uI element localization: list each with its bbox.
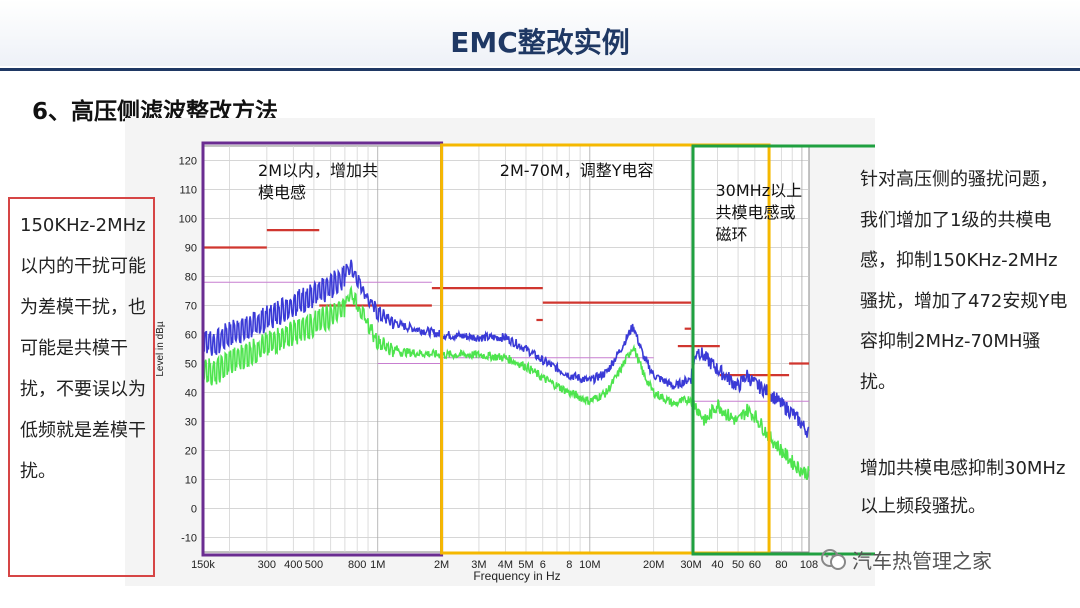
emc-spectrum-plot: 2M以内，增加共 模电感 2M-70M，调整Y电容 30MHz以上 共模电感或磁环 -1… xyxy=(125,118,875,586)
y-axis-label: Level in dBµ xyxy=(155,321,166,376)
wechat-icon xyxy=(818,547,848,578)
y-tick-label: 20 xyxy=(185,446,197,458)
x-tick-label: 300 xyxy=(258,559,276,571)
x-tick-label: 800 xyxy=(348,559,366,571)
y-tick-label: 90 xyxy=(185,243,197,255)
y-tick-label: 40 xyxy=(185,388,197,400)
x-axis-ticks: 150k 300 400 500 800 1M 2M 3M 4M 5M 6 8 10M 20M 30M 40 5… xyxy=(191,559,818,571)
x-tick-label: 150k xyxy=(191,559,215,571)
y-tick-label: 0 xyxy=(191,504,197,516)
y-axis-ticks: -10 0 10 20 30 40 50 60 70 80 90 100 110 120 xyxy=(179,156,197,545)
band-box-label: 共模电感或 xyxy=(716,203,796,222)
plot-background xyxy=(202,145,810,553)
x-tick-label: 1M xyxy=(370,559,385,571)
band-box-2 xyxy=(440,143,771,555)
x-tick-label: 80 xyxy=(775,559,787,571)
x-tick-label: 8 xyxy=(566,559,572,571)
y-tick-label: 100 xyxy=(179,214,197,226)
x-tick-label: 2M xyxy=(434,559,449,571)
x-tick-label: 6 xyxy=(540,559,546,571)
x-tick-label: 500 xyxy=(305,559,323,571)
y-tick-label: 60 xyxy=(185,330,197,342)
left-note-box: 150KHz-2MHz以内的干扰可能为差模干扰，也可能是共模干扰，不要误以为低频… xyxy=(8,197,155,577)
y-tick-label: 110 xyxy=(179,185,197,197)
band-box-label: 磁环 xyxy=(716,225,748,244)
watermark: 汽车热管理之家 xyxy=(818,545,992,578)
x-tick-label: 20M xyxy=(643,559,664,571)
band-box-label: 2M-70M，调整Y电容 xyxy=(500,161,654,180)
title-divider xyxy=(0,68,1080,71)
series-traces xyxy=(202,259,810,481)
right-note-2: 增加共模电感抑制30MHz以上频段骚扰。 xyxy=(860,458,1066,517)
x-tick-label: 5M xyxy=(518,559,533,571)
trace-before xyxy=(202,259,810,438)
x-tick-label: 400 xyxy=(284,559,302,571)
x-tick-label: 4M xyxy=(498,559,513,571)
y-tick-label: 80 xyxy=(185,272,197,284)
x-tick-label: 50 xyxy=(732,559,744,571)
left-note-text: 150KHz-2MHz以内的干扰可能为差模干扰，也可能是共模干扰，不要误以为低频… xyxy=(20,215,146,482)
y-tick-label: -10 xyxy=(181,533,197,545)
x-tick-label: 10M xyxy=(579,559,600,571)
y-tick-label: 120 xyxy=(179,156,197,168)
band-box-label: 30MHz以上 xyxy=(716,181,803,200)
x-tick-label: 30M xyxy=(680,559,701,571)
y-tick-label: 50 xyxy=(185,359,197,371)
x-tick-label: 108 xyxy=(800,559,818,571)
band-box-label: 模电感 xyxy=(258,183,306,202)
y-tick-label: 70 xyxy=(185,301,197,313)
y-tick-label: 30 xyxy=(185,417,197,429)
band-box-3 xyxy=(691,144,875,556)
slide-title: EMC整改实例 xyxy=(0,0,1080,66)
x-axis-label: Frequency in Hz xyxy=(473,569,560,583)
watermark-text: 汽车热管理之家 xyxy=(852,549,992,573)
trace-after xyxy=(202,284,810,481)
x-tick-label: 3M xyxy=(471,559,486,571)
x-tick-label: 40 xyxy=(711,559,723,571)
right-note: 针对高压侧的骚扰问题，我们增加了1级的共模电感，抑制150KHz-2MHz骚扰，… xyxy=(860,169,1068,393)
x-tick-label: 60 xyxy=(749,559,761,571)
band-box-label: 2M以内，增加共 xyxy=(258,161,378,180)
y-tick-label: 10 xyxy=(185,475,197,487)
